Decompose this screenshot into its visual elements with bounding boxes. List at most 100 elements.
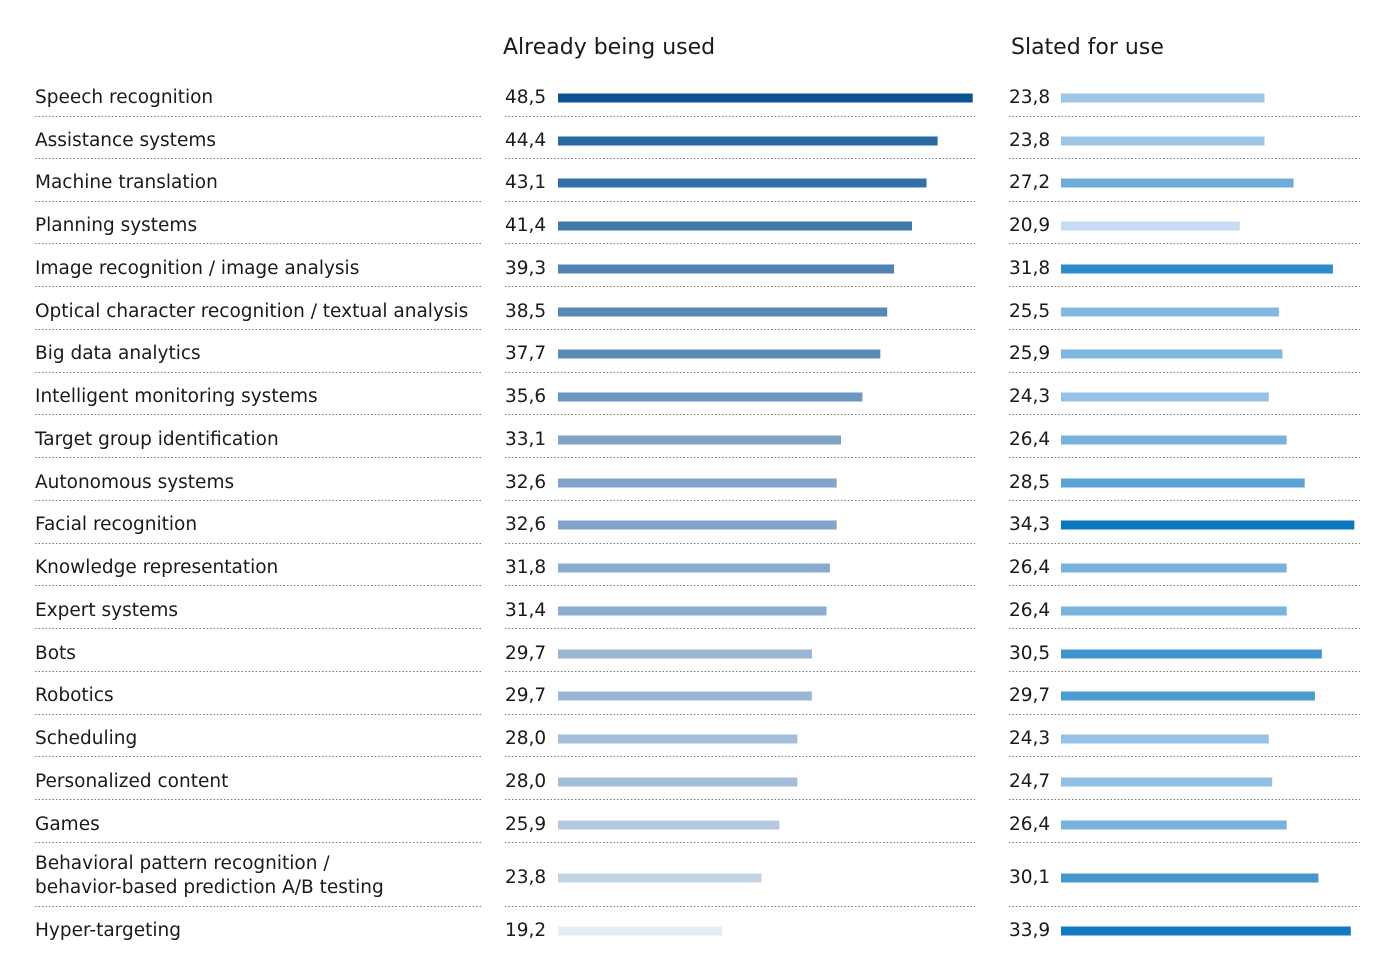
bar-slated-for-use [1061,520,1355,530]
data-label-already-being-used: 35,6 [505,386,546,407]
bar-slated-for-use [1061,136,1265,146]
data-label-already-being-used: 32,6 [505,514,546,535]
bar-slated-for-use [1061,264,1333,274]
data-label-already-being-used: 43,1 [505,172,546,193]
category-label: Scheduling [35,728,137,749]
data-label-slated-for-use: 26,4 [1009,557,1050,578]
bar-already-being-used [558,873,762,883]
bar-already-being-used [558,606,827,616]
category-label: Speech recognition [35,87,213,108]
data-label-slated-for-use: 24,7 [1009,771,1050,792]
bar-already-being-used [558,691,812,701]
bar-slated-for-use [1061,563,1287,573]
bar-slated-for-use [1061,777,1273,787]
bar-already-being-used [558,926,723,936]
bar-slated-for-use [1061,221,1240,231]
data-label-slated-for-use: 26,4 [1009,814,1050,835]
column-header-slated-for-use: Slated for use [1011,35,1164,60]
bar-slated-for-use [1061,691,1315,701]
data-label-slated-for-use: 33,9 [1009,920,1050,941]
data-label-slated-for-use: 26,4 [1009,600,1050,621]
data-label-already-being-used: 41,4 [505,215,546,236]
category-label: Knowledge representation [35,557,278,578]
category-label: Target group identification [34,429,279,450]
bar-slated-for-use [1061,307,1279,317]
data-label-slated-for-use: 30,5 [1009,643,1050,664]
category-label: Games [35,814,100,835]
data-label-already-being-used: 23,8 [505,867,546,888]
data-label-slated-for-use: 23,8 [1009,130,1050,151]
data-label-slated-for-use: 27,2 [1009,172,1050,193]
category-label: Personalized content [35,771,228,792]
category-label: Bots [35,643,76,664]
data-label-already-being-used: 39,3 [505,258,546,279]
category-label: Big data analytics [35,343,201,364]
data-label-slated-for-use: 31,8 [1009,258,1050,279]
data-label-slated-for-use: 26,4 [1009,429,1050,450]
data-label-already-being-used: 38,5 [505,301,546,322]
bar-slated-for-use [1061,478,1305,488]
data-label-already-being-used: 31,4 [505,600,546,621]
bar-already-being-used [558,478,837,488]
category-label: Optical character recognition / textual … [35,301,468,322]
category-label: Expert systems [35,600,178,621]
bar-already-being-used [558,136,938,146]
bar-already-being-used [558,349,881,359]
data-label-slated-for-use: 25,5 [1009,301,1050,322]
bar-slated-for-use [1061,392,1269,402]
data-label-already-being-used: 25,9 [505,814,546,835]
category-label: Machine translation [35,172,218,193]
data-label-already-being-used: 48,5 [505,87,546,108]
data-label-already-being-used: 32,6 [505,472,546,493]
data-label-slated-for-use: 23,8 [1009,87,1050,108]
bar-slated-for-use [1061,435,1287,445]
bar-slated-for-use [1061,178,1294,188]
category-label: behavior-based prediction A/B testing [35,877,384,898]
data-label-slated-for-use: 29,7 [1009,685,1050,706]
category-label: Behavioral pattern recognition / [35,853,330,874]
bar-slated-for-use [1061,820,1287,830]
bar-already-being-used [558,520,837,530]
data-label-already-being-used: 28,0 [505,728,546,749]
bar-already-being-used [558,820,780,830]
data-label-slated-for-use: 20,9 [1009,215,1050,236]
bar-slated-for-use [1061,349,1283,359]
category-label: Robotics [35,685,114,706]
category-label: Intelligent monitoring systems [35,386,318,407]
data-label-already-being-used: 28,0 [505,771,546,792]
bar-already-being-used [558,435,841,445]
bar-slated-for-use [1061,93,1265,103]
category-label: Facial recognition [35,514,197,535]
data-label-slated-for-use: 28,5 [1009,472,1050,493]
bar-already-being-used [558,307,888,317]
category-label: Assistance systems [35,130,216,151]
bar-already-being-used [558,734,798,744]
category-label: Planning systems [35,215,197,236]
data-label-slated-for-use: 30,1 [1009,867,1050,888]
bar-already-being-used [558,649,812,659]
category-label: Hyper-targeting [35,920,181,941]
data-label-already-being-used: 31,8 [505,557,546,578]
data-label-slated-for-use: 24,3 [1009,728,1050,749]
bar-slated-for-use [1061,873,1319,883]
chart-rows: Speech recognition 48,5 23,8 Assistance sys… [34,87,1360,941]
bar-already-being-used [558,178,927,188]
data-label-already-being-used: 29,7 [505,685,546,706]
data-label-slated-for-use: 34,3 [1009,514,1050,535]
bar-already-being-used [558,563,830,573]
bar-already-being-used [558,264,894,274]
data-label-slated-for-use: 24,3 [1009,386,1050,407]
bar-slated-for-use [1061,734,1269,744]
data-label-already-being-used: 29,7 [505,643,546,664]
data-label-already-being-used: 33,1 [505,429,546,450]
category-label: Autonomous systems [35,472,234,493]
data-label-already-being-used: 44,4 [505,130,546,151]
bar-already-being-used [558,392,863,402]
bar-already-being-used [558,777,798,787]
bar-slated-for-use [1061,649,1322,659]
bar-slated-for-use [1061,926,1351,936]
data-label-already-being-used: 19,2 [505,920,546,941]
category-label: Image recognition / image analysis [35,258,359,279]
bar-slated-for-use [1061,606,1287,616]
